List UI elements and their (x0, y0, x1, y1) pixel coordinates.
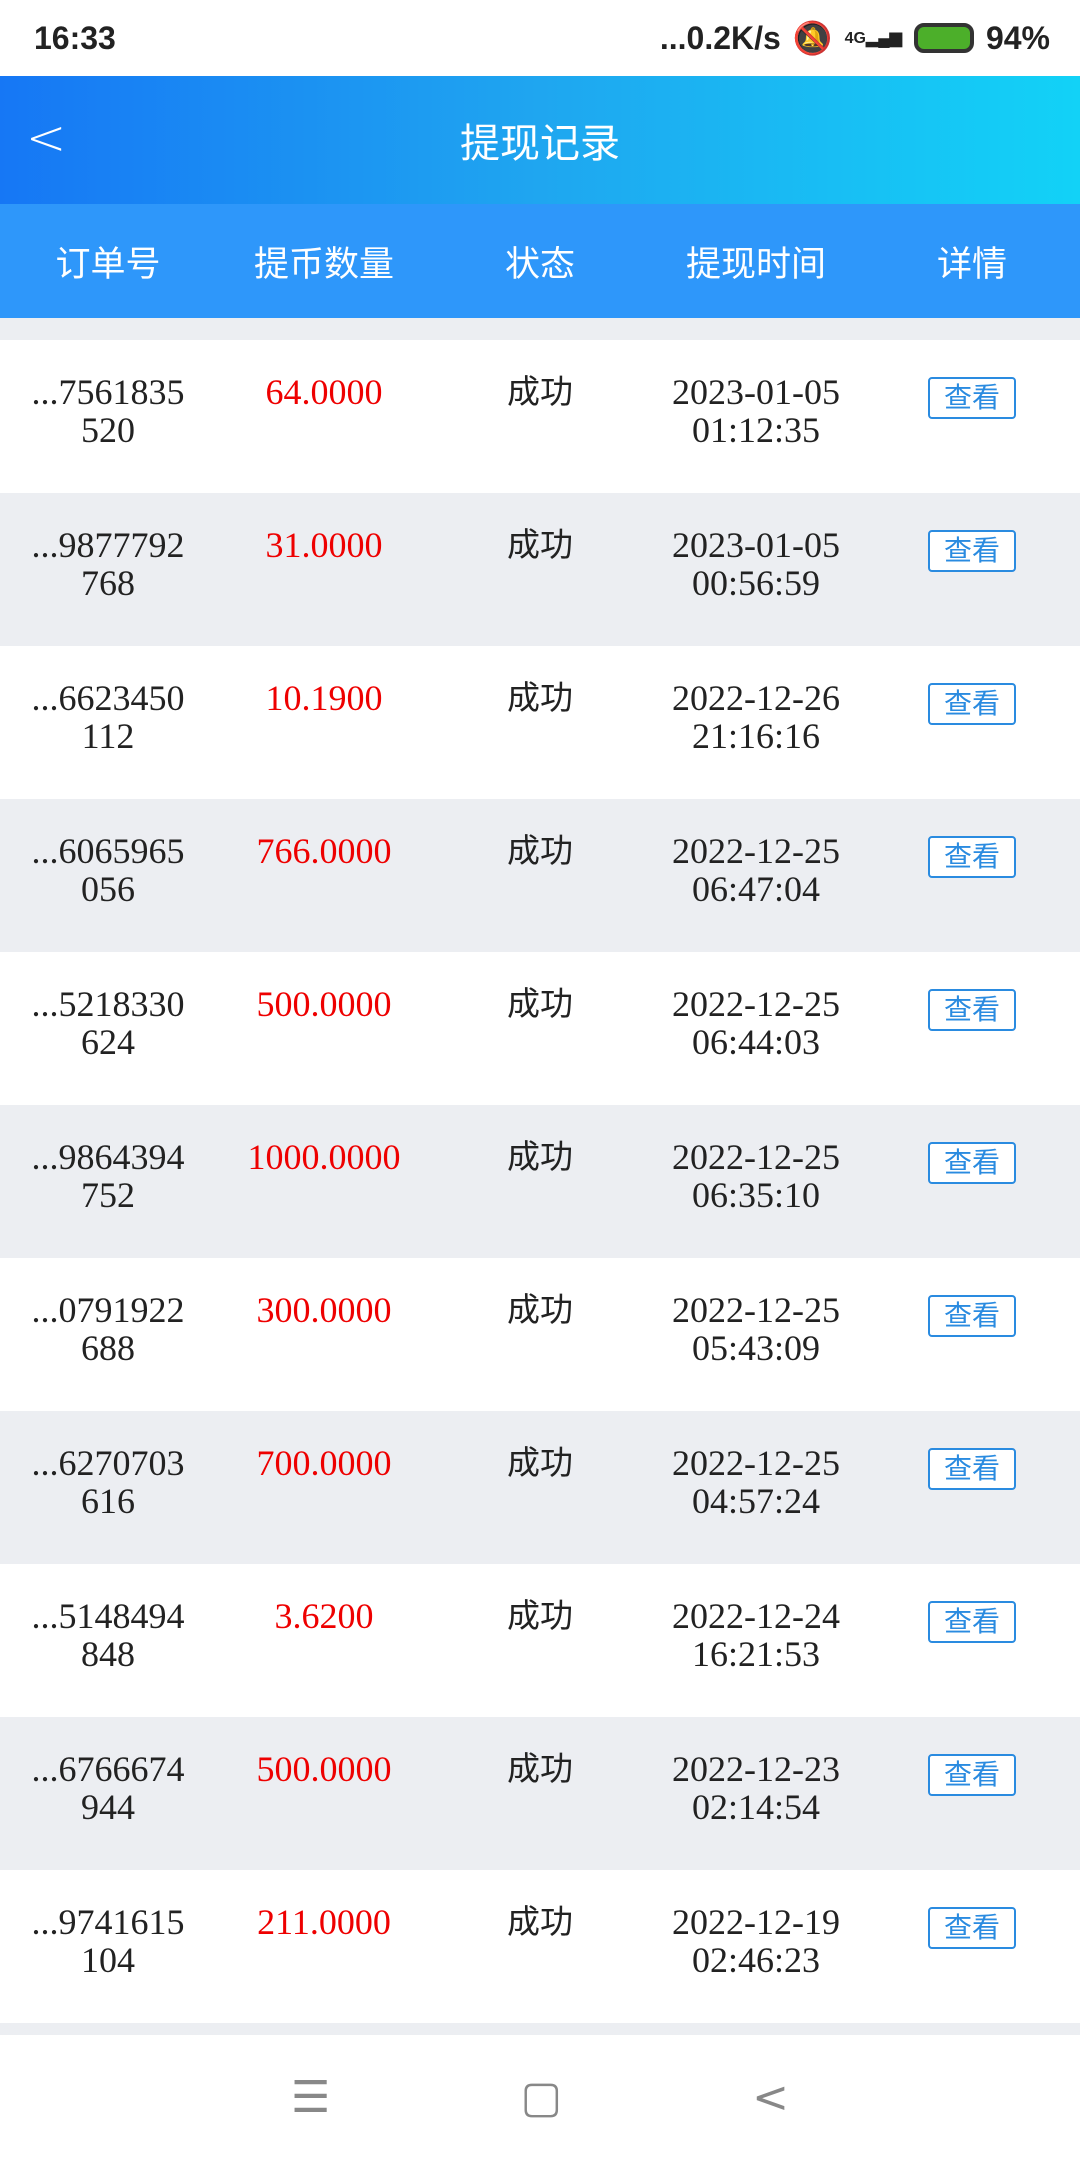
mute-bell-icon: 🔕 (792, 20, 833, 56)
order-id: ...0791922 688 (31, 1290, 185, 1368)
withdraw-time: 2022-12-19 02:46:23 (672, 1902, 840, 1980)
order-id: ...6270703 616 (31, 1443, 185, 1521)
view-button[interactable]: 查看 (928, 683, 1016, 725)
column-amount: 提币数量 (253, 244, 394, 285)
view-button[interactable]: 查看 (928, 989, 1016, 1031)
status: 成功 (507, 1137, 573, 1176)
column-details: 详情 (936, 244, 1007, 285)
view-button[interactable]: 查看 (928, 1295, 1016, 1337)
amount: 500.0000 (256, 984, 392, 1024)
status: 成功 (507, 372, 573, 411)
status: 成功 (507, 1749, 573, 1788)
table-row: ...6065965 056 766.0000 成功 2022-12-25 06:4… (0, 799, 1080, 952)
amount: 3.6200 (274, 1596, 374, 1636)
order-id: ...6623450 112 (31, 678, 185, 756)
amount: 1000.0000 (247, 1137, 401, 1177)
withdraw-time: 2022-12-25 06:47:04 (672, 831, 840, 909)
status: 成功 (507, 1596, 573, 1635)
table-header: 订单号 提币数量 状态 提现时间 详情 (0, 204, 1080, 318)
amount: 31.0000 (265, 525, 383, 565)
amount: 700.0000 (256, 1443, 392, 1483)
withdraw-time: 2022-12-25 04:57:24 (672, 1443, 840, 1521)
table-row: ...6766674 944 500.0000 成功 2022-12-23 02:1… (0, 1717, 1080, 1870)
view-button[interactable]: 查看 (928, 1601, 1016, 1643)
table-row: ...6270703 616 700.0000 成功 2022-12-25 04:5… (0, 1411, 1080, 1564)
view-button[interactable]: 查看 (928, 377, 1016, 419)
record-list: ...7561835 520 64.0000 成功 2023-01-05 01:12… (0, 340, 1080, 2023)
amount: 766.0000 (256, 831, 392, 871)
back-nav-icon[interactable]: < (752, 2072, 789, 2123)
divider (0, 2023, 1080, 2035)
amount: 300.0000 (256, 1290, 392, 1330)
order-id: ...7561835 520 (31, 372, 185, 450)
column-time: 提现时间 (685, 244, 826, 285)
app-header: < 提现记录 (0, 76, 1080, 204)
withdraw-time: 2022-12-24 16:21:53 (672, 1596, 840, 1674)
home-icon[interactable]: ▢ (520, 2072, 563, 2123)
view-button[interactable]: 查看 (928, 1142, 1016, 1184)
back-button[interactable]: < (26, 110, 67, 166)
status: 成功 (507, 984, 573, 1023)
order-id: ...9741615 104 (31, 1902, 185, 1980)
table-row: ...9877792 768 31.0000 成功 2023-01-05 00:56… (0, 493, 1080, 646)
status: 成功 (507, 1290, 573, 1329)
table-row: ...6623450 112 10.1900 成功 2022-12-26 21:16… (0, 646, 1080, 799)
amount: 500.0000 (256, 1749, 392, 1789)
order-id: ...5218330 624 (31, 984, 185, 1062)
status: 成功 (507, 831, 573, 870)
table-row: ...7561835 520 64.0000 成功 2023-01-05 01:12… (0, 340, 1080, 493)
table-row: ...9864394 752 1000.0000 成功 2022-12-25 06:… (0, 1105, 1080, 1258)
column-order-id: 订单号 (55, 244, 161, 285)
table-row: ...5148494 848 3.6200 成功 2022-12-24 16:21:… (0, 1564, 1080, 1717)
battery-level: 94% (985, 19, 1050, 56)
amount: 64.0000 (265, 372, 383, 412)
net-speed: ...0.2K/s (659, 19, 781, 56)
withdraw-time: 2022-12-26 21:16:16 (672, 678, 840, 756)
withdraw-time: 2022-12-23 02:14:54 (672, 1749, 840, 1827)
status: 成功 (507, 1443, 573, 1482)
order-id: ...5148494 848 (31, 1596, 185, 1674)
column-status: 状态 (504, 244, 575, 285)
view-button[interactable]: 查看 (928, 1448, 1016, 1490)
order-id: ...9877792 768 (31, 525, 185, 603)
table-row: ...9741615 104 211.0000 成功 2022-12-19 02:4… (0, 1870, 1080, 2023)
page-title: 提现记录 (460, 121, 620, 167)
status: 成功 (507, 1902, 573, 1941)
clock: 16:33 (34, 19, 116, 56)
order-id: ...9864394 752 (31, 1137, 185, 1215)
status-bar: 16:33 ...0.2K/s 🔕 4G▂▄▆ 94% (0, 0, 1080, 76)
amount: 10.1900 (265, 678, 383, 718)
divider (0, 318, 1080, 340)
withdraw-time: 2022-12-25 05:43:09 (672, 1290, 840, 1368)
table-row: ...5218330 624 500.0000 成功 2022-12-25 06:4… (0, 952, 1080, 1105)
system-nav-bar: ☰ ▢ < (0, 2035, 1080, 2160)
signal-icon: 4G▂▄▆ (844, 30, 902, 47)
menu-icon[interactable]: ☰ (291, 2072, 331, 2123)
view-button[interactable]: 查看 (928, 1907, 1016, 1949)
view-button[interactable]: 查看 (928, 836, 1016, 878)
withdraw-time: 2022-12-25 06:44:03 (672, 984, 840, 1062)
withdraw-time: 2022-12-25 06:35:10 (672, 1137, 840, 1215)
withdraw-time: 2023-01-05 01:12:35 (672, 372, 840, 450)
table-row: ...0791922 688 300.0000 成功 2022-12-25 05:4… (0, 1258, 1080, 1411)
battery-icon (913, 23, 974, 53)
amount: 211.0000 (257, 1902, 391, 1942)
view-button[interactable]: 查看 (928, 530, 1016, 572)
view-button[interactable]: 查看 (928, 1754, 1016, 1796)
order-id: ...6065965 056 (31, 831, 185, 909)
status: 成功 (507, 678, 573, 717)
status: 成功 (507, 525, 573, 564)
withdraw-time: 2023-01-05 00:56:59 (672, 525, 840, 603)
order-id: ...6766674 944 (31, 1749, 185, 1827)
